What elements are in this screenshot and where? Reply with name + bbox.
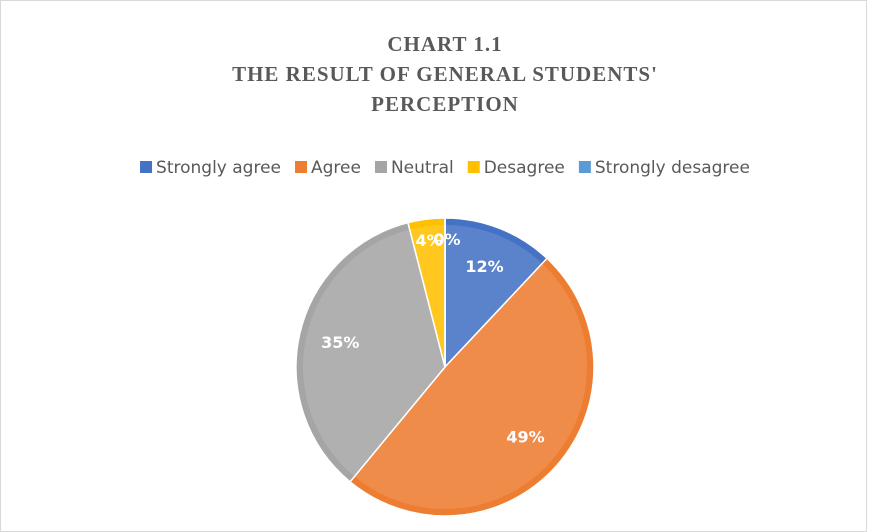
pie-slice (348, 257, 595, 517)
legend-swatch (374, 161, 387, 173)
legend-label: Agree (311, 158, 361, 178)
legend-label: Strongly desagree (595, 158, 750, 178)
chart-title: PERCEPTION (371, 92, 519, 116)
chart-title: THE RESULT OF GENERAL STUDENTS' (232, 62, 658, 86)
legend-label: Neutral (391, 158, 454, 178)
data-label: 4% (416, 231, 443, 250)
pie-slice-inner (409, 225, 445, 367)
pie-slice-inner (303, 229, 445, 477)
legend-swatch (467, 161, 480, 173)
data-label: 35% (321, 333, 359, 352)
data-label: 49% (506, 427, 544, 446)
data-label: 12% (465, 257, 503, 276)
legend-swatch (578, 161, 591, 173)
pie-slice (295, 221, 446, 483)
pie-slice-inner (354, 263, 587, 509)
chart-title: CHART 1.1 (387, 32, 502, 56)
pie-slice-inner (445, 225, 543, 367)
legend-swatch (295, 161, 308, 173)
data-label: 0% (433, 230, 460, 249)
legend-label: Desagree (484, 158, 565, 178)
legend-label: Strongly agree (156, 158, 281, 178)
legend-swatch (140, 161, 153, 173)
pie-slice (444, 217, 549, 369)
